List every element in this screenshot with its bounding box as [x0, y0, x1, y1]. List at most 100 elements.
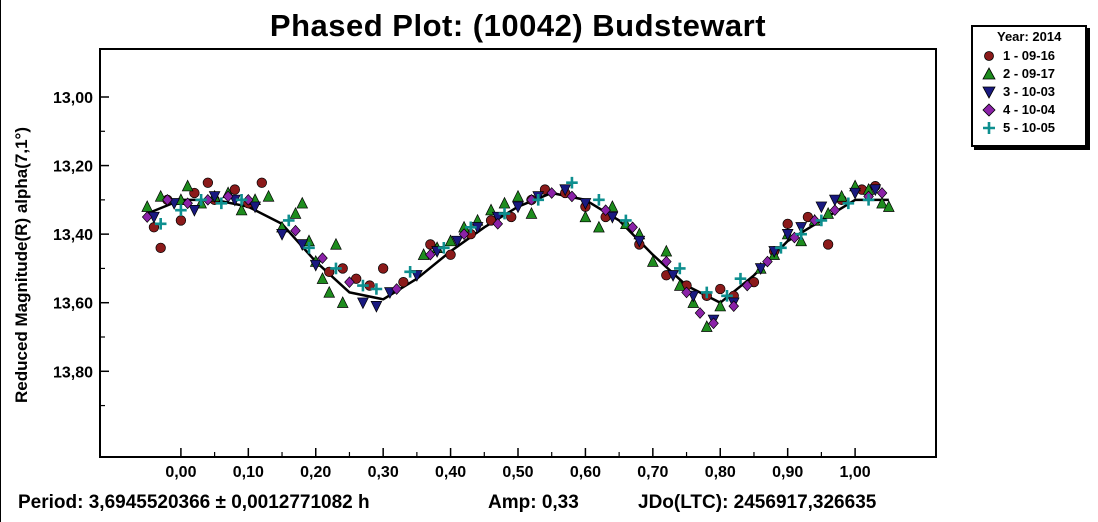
data-point-triangle-down [512, 201, 524, 214]
footer-stats: Period: 3,6945520366 ± 0,0012771082 h Am… [18, 492, 1098, 516]
legend-item-5: 5 - 10-05 [973, 119, 1085, 137]
data-point-triangle-up [141, 200, 154, 212]
data-point-triangle-down [579, 198, 592, 210]
data-point-triangle-up [700, 320, 713, 332]
legend: Year: 2014 1 - 09-16 2 - 09-17 3 - 10-03… [971, 25, 1087, 147]
data-point-triangle-up [289, 206, 302, 219]
data-point-triangle-up [262, 189, 275, 202]
data-point-plus [235, 194, 248, 206]
data-point-triangle-up [882, 200, 895, 212]
data-point-diamond [600, 204, 611, 216]
data-point-plus [734, 272, 747, 285]
data-point-triangle-up [444, 234, 457, 247]
data-point-triangle-down [869, 184, 882, 197]
data-point-diamond [708, 317, 719, 330]
x-tick-label: 0,30 [368, 464, 399, 481]
data-point-plus [842, 197, 855, 210]
legend-item-1: 1 - 09-16 [973, 47, 1085, 65]
data-point-plus [370, 283, 383, 295]
data-point-triangle-down [188, 204, 201, 217]
data-point-triangle-down [781, 228, 794, 241]
data-point-diamond [741, 279, 753, 292]
data-point-diamond [290, 224, 301, 237]
data-point-triangle-down [633, 235, 646, 248]
legend-marker-triangle-up [982, 67, 996, 80]
data-point-circle [175, 215, 187, 226]
data-point-plus [862, 194, 875, 206]
data-point-diamond [829, 204, 841, 216]
data-point-triangle-down [829, 194, 841, 207]
data-point-circle [822, 239, 834, 250]
data-point-diamond [141, 211, 153, 223]
data-point-plus [195, 194, 207, 206]
data-point-triangle-up [795, 234, 808, 247]
x-tick-label: 0,40 [435, 464, 466, 481]
x-tick-label: 0,10 [233, 464, 264, 481]
data-point-diamond [627, 221, 638, 234]
data-point-plus [282, 214, 295, 227]
data-point-circle [202, 177, 214, 188]
data-point-plus [154, 218, 167, 230]
x-tick-label: 1,00 [840, 464, 871, 481]
x-tick-label: 0,60 [570, 464, 601, 481]
data-point-plus [498, 207, 511, 220]
legend-marker-diamond [982, 103, 996, 117]
y-tick-label: 13,00 [53, 90, 93, 107]
data-point-diamond [762, 255, 773, 268]
data-point-circle [155, 242, 166, 254]
data-point-triangle-up [316, 272, 329, 284]
legend-label: 5 - 10-05 [1003, 120, 1056, 135]
x-tick-label: 0,00 [165, 464, 196, 481]
data-point-diamond [492, 218, 504, 230]
data-point-triangle-up [323, 285, 336, 298]
data-point-triangle-down [667, 270, 679, 282]
period-text: Period: 3,6945520366 ± 0,0012771082 h [18, 492, 370, 513]
data-point-triangle-down [296, 239, 309, 252]
data-point-plus [215, 197, 228, 210]
data-point-triangle-up [498, 196, 511, 209]
data-point-diamond [425, 248, 436, 261]
data-point-plus [674, 262, 686, 275]
data-point-triangle-down [309, 259, 322, 272]
data-point-plus [404, 266, 416, 278]
data-point-triangle-up [822, 206, 834, 219]
data-point-diamond [344, 276, 355, 288]
data-point-circle [398, 276, 409, 288]
x-tick-label: 0,20 [300, 464, 331, 481]
data-point-circle [782, 218, 793, 230]
data-point-plus [465, 221, 477, 234]
data-point-diamond [526, 194, 537, 206]
data-point-plus [815, 214, 828, 227]
x-tick-label: 0,90 [772, 464, 803, 481]
jdo-text: JDo(LTC): 2456917,326635 [638, 492, 877, 513]
data-point-triangle-up [714, 299, 727, 312]
data-point-triangle-down [815, 201, 828, 214]
x-tick-label: 0,70 [637, 464, 668, 481]
data-point-diamond [728, 300, 740, 312]
data-point-diamond [182, 197, 193, 210]
data-point-triangle-up [181, 179, 194, 192]
legend-label: 3 - 10-03 [1003, 84, 1056, 99]
data-point-triangle-down [849, 187, 861, 200]
data-point-diamond [317, 252, 328, 264]
data-point-plus [620, 214, 632, 227]
data-point-circle [715, 283, 726, 295]
data-point-diamond [566, 190, 578, 203]
data-point-circle [445, 249, 456, 260]
data-point-circle [378, 263, 389, 274]
data-point-triangle-down [249, 201, 261, 214]
data-point-triangle-down [357, 297, 369, 310]
data-point-triangle-up [593, 220, 605, 233]
data-points [141, 176, 895, 332]
data-point-triangle-up [646, 254, 659, 267]
data-point-triangle-down [208, 191, 221, 204]
legend-marker-circle [984, 51, 994, 61]
data-point-triangle-up [579, 210, 592, 223]
data-point-diamond [243, 194, 254, 206]
legend-item-3: 3 - 10-03 [973, 83, 1085, 101]
legend-label: 4 - 10-04 [1003, 102, 1056, 117]
legend-title: Year: 2014 [997, 29, 1062, 44]
data-point-diamond [458, 228, 470, 240]
data-point-diamond [661, 255, 672, 268]
